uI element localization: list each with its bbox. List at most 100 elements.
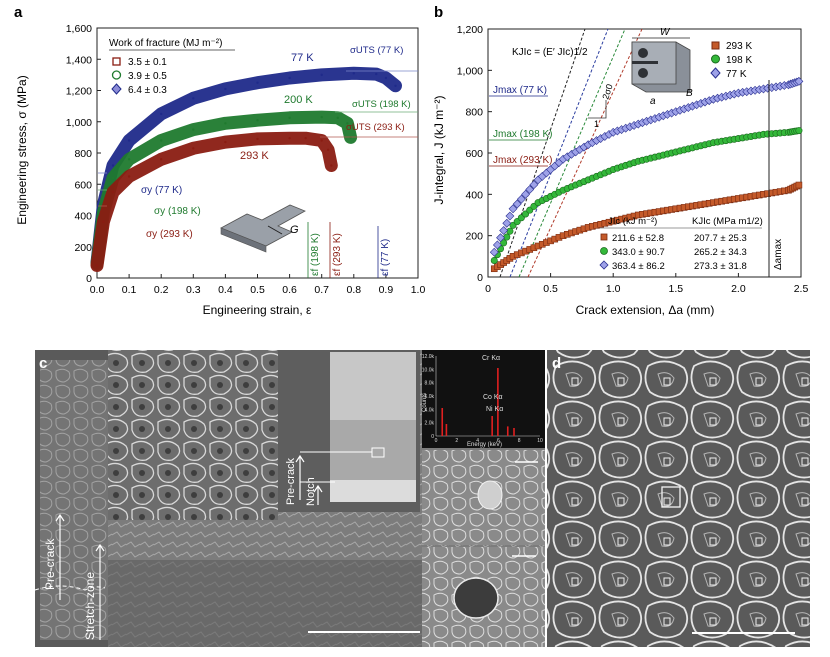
table-row-2-kjic: 265.2 ± 34.3 (694, 247, 747, 258)
legend-b: 293 K 198 K 77 K (710, 41, 752, 80)
y-tick-label-a: 1,600 (66, 23, 92, 35)
curve-label-77k: 77 K (291, 52, 314, 64)
y-tick-label-a: 200 (74, 242, 92, 254)
series-293k-point (224, 140, 227, 144)
y-tick-label-a: 800 (74, 148, 92, 160)
series-198k-point (288, 116, 291, 120)
eds-ylabel: Counts (422, 393, 428, 412)
series-198k-point (336, 116, 339, 120)
x-tick-label-b: 0.5 (543, 283, 558, 295)
series-293k-point (192, 147, 195, 150)
table-marker-1 (600, 233, 608, 241)
slope-one: 1 (594, 119, 599, 129)
x-tick-label-a: 0.7 (314, 284, 329, 296)
series-77k-point (127, 139, 131, 142)
table-row-1-kjic: 207.7 ± 25.3 (694, 233, 747, 244)
series-77k-point (224, 87, 227, 91)
x-tick-label-a: 0.2 (154, 284, 169, 296)
x-axis-label-a: Engineering strain, ε (203, 303, 312, 317)
y-tick-label-a: 600 (74, 179, 92, 191)
series-293k-point (330, 164, 333, 167)
table-row-2-jic: 343.0 ± 90.7 (612, 247, 665, 258)
table-head-kjic: KJIc (MPa m1/2) (692, 216, 763, 227)
eds-peak-co: Co Kα (483, 394, 503, 401)
series-198k-b-point (490, 256, 498, 264)
table-marker-2 (600, 247, 608, 255)
series-77k-point (160, 112, 163, 116)
y-tick-label-a: 1,200 (66, 86, 92, 98)
table-row-3-kjic: 273.3 ± 31.8 (694, 261, 747, 272)
eds-y-tick-label: 12.0k (422, 354, 435, 360)
series-293k-point (304, 136, 307, 140)
eds-xlabel: Energy (keV) (467, 442, 502, 448)
eds-y-tick-label: 6.0k (425, 394, 435, 400)
y-tick-label-a: 1,400 (66, 54, 92, 66)
legend-marker-diamond (111, 83, 122, 95)
series-198k-b-point (795, 127, 803, 135)
y-tick-label-b: 400 (465, 189, 483, 201)
series-293k-point (95, 264, 99, 267)
series-77k-b-point (516, 194, 526, 204)
legend-entry-1: 3.5 ± 0.1 (128, 57, 167, 68)
series-77k-b-point (502, 218, 512, 228)
series-293k-point (111, 190, 115, 194)
panel-b-j-resistance-chart: b 0 0.5 1.0 1.5 2.0 2.5 0 200 400 600 800 1,000 1,20… (432, 4, 808, 317)
eds-x-tick-label: 4 (476, 438, 479, 444)
curve-label-200k: 200 K (284, 94, 313, 106)
precipitate-d (661, 486, 681, 508)
table-row-3-jic: 363.4 ± 86.2 (612, 261, 665, 272)
axes-ticks-a: 0.0 0.1 0.2 0.3 0.4 0.5 0.6 0.7 0.8 0.9 1.0 0 200 400… (66, 23, 426, 296)
series-198k-point (256, 118, 259, 122)
x-tick-label-a: 0.0 (90, 284, 105, 296)
micrograph-c-dimples (108, 350, 278, 520)
eds-peak-ni: Ni Kα (486, 406, 503, 413)
particle-upper (477, 480, 503, 510)
y-tick-label-b: 1,000 (457, 65, 483, 77)
eds-x-tick-label: 10 (537, 438, 543, 444)
series-77k-b-point (512, 199, 522, 209)
y-tick-label-b: 200 (465, 231, 483, 243)
inset-precrack-arrow (295, 454, 305, 500)
legend-b-entry-1: 293 K (726, 41, 752, 52)
series-77k-b-point (505, 211, 515, 221)
series-77k-b-point (499, 226, 509, 235)
eds-axes: 0 2.0k 4.0k 6.0k 8.0k 10.0k 12.0k 0 2 4 6 8 10 (422, 354, 543, 444)
series-198k-point (160, 139, 163, 142)
y-tick-label-b: 800 (465, 107, 483, 119)
precrack-arrow (55, 513, 65, 600)
yield-label-198k: σy (198 K) (154, 206, 201, 217)
y-tick-label-b: 600 (465, 148, 483, 160)
series-198k-point (320, 115, 323, 119)
mid-micrographs (422, 450, 545, 647)
x-tick-label-b: 0 (485, 283, 491, 295)
uts-label-293k: σUTS (293 K) (346, 122, 405, 133)
gauge-marker (267, 225, 283, 235)
damax-label: Δamax (773, 239, 784, 270)
series-293k-point (288, 136, 291, 140)
table-row-1-jic: 211.6 ± 52.8 (612, 233, 664, 244)
series-293k-point (320, 139, 323, 142)
x-tick-label-a: 0.5 (250, 284, 265, 296)
x-tick-label-b: 2.5 (794, 283, 809, 295)
uts-label-198k: σUTS (198 K) (352, 99, 411, 110)
x-tick-label-b: 1.5 (668, 283, 683, 295)
series-77k-point (288, 76, 291, 80)
panel-label-c: c (39, 355, 47, 372)
y-axis-label-b: J-integral, J (kJ m⁻²) (432, 95, 446, 204)
series-198k-b-point (503, 233, 511, 241)
series-77k-point (394, 84, 397, 88)
eds-x-tick-label: 2 (455, 438, 458, 444)
eds-y-tick-label: 10.0k (422, 367, 435, 373)
x-tick-label-a: 0.3 (186, 284, 201, 296)
particle-lower (453, 577, 499, 619)
inset-specimen-notch (330, 480, 416, 502)
eds-y-tick-label: 4.0k (425, 407, 435, 413)
stretchzone-label: Stretch-zone (83, 572, 97, 640)
dogbone-specimen-icon: G (220, 204, 306, 253)
jmax-label-198k: Jmax (198 K) (493, 129, 552, 140)
series-77k-b-point (521, 189, 530, 199)
x-tick-label-a: 0.4 (218, 284, 233, 296)
y-tick-label-b: 0 (477, 272, 483, 284)
x-axis-label-b: Crack extension, Δa (mm) (576, 303, 715, 317)
